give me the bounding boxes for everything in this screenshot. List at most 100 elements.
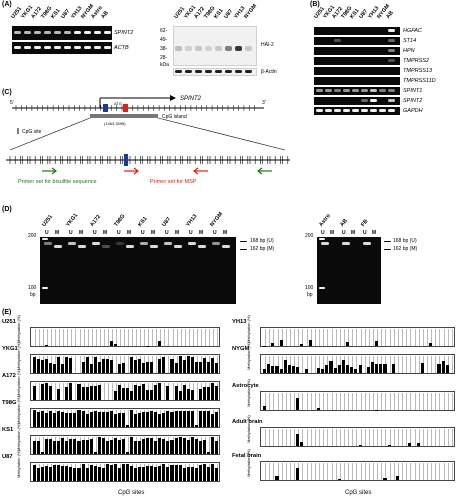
panel-d-u-Astro: U xyxy=(321,230,325,236)
e-grid-line xyxy=(285,463,287,480)
e-grid-line xyxy=(427,429,428,446)
e-title-nygm: NYGM xyxy=(232,346,250,352)
panel-b-gene-SPINT2: SPINT2 xyxy=(403,98,423,104)
panel-d-lane-Astro: Astro xyxy=(318,212,332,228)
panel-b-gene-SPINT1: SPINT1 xyxy=(403,88,423,94)
e-grid-line xyxy=(285,429,287,446)
b-band xyxy=(316,109,323,112)
e-grid-line xyxy=(265,329,266,346)
d-u-band xyxy=(116,242,124,245)
e-grid-line xyxy=(265,463,266,480)
d-u-band xyxy=(44,242,52,245)
b-band xyxy=(388,59,395,62)
e-methylation-bar xyxy=(81,439,85,454)
d-right-u-label: 168 bp (U) xyxy=(393,238,417,244)
e-methylation-bar xyxy=(263,405,267,410)
e-grid-line xyxy=(431,393,432,410)
e-chart-adult-brain xyxy=(260,427,455,447)
e-grid-line xyxy=(348,429,349,446)
e-methylation-bar xyxy=(174,386,178,400)
e-title-U87: U87 xyxy=(2,454,13,460)
panel-b-gel-row-HPN xyxy=(314,47,400,55)
e-methylation-bar xyxy=(383,478,387,480)
e-grid-line xyxy=(277,429,279,446)
msp-reverse-arrow-icon xyxy=(193,167,199,175)
e-methylation-bar xyxy=(162,438,166,454)
e-methylation-bar xyxy=(33,465,37,481)
e-methylation-bar xyxy=(93,452,97,454)
e-title-astrocyte: Astrocyte xyxy=(232,383,259,389)
e-grid-line xyxy=(196,329,198,346)
a-spint2-band xyxy=(24,31,31,34)
e-methylation-bar xyxy=(198,389,202,400)
e-grid-line xyxy=(180,329,182,346)
e-grid-line xyxy=(385,329,386,346)
e-methylation-bar xyxy=(69,438,73,454)
e-grid-line xyxy=(43,437,44,454)
wb-hai2-band xyxy=(205,46,212,51)
e-methylation-bar xyxy=(117,467,121,481)
e-methylation-bar xyxy=(206,467,210,481)
e-methylation-bar xyxy=(142,466,146,481)
e-methylation-bar xyxy=(198,464,202,481)
e-methylation-bar xyxy=(375,340,379,346)
e-grid-line xyxy=(339,429,341,446)
e-methylation-bar xyxy=(45,358,49,373)
transcription-arrow-icon xyxy=(170,95,176,101)
e-grid-line xyxy=(360,463,362,480)
marker-kda: kDa xyxy=(160,62,169,68)
b-band xyxy=(370,89,377,92)
e-methylation-bar xyxy=(158,341,162,346)
marker-38: 38- xyxy=(160,46,168,52)
e-grid-line xyxy=(443,393,445,410)
b-band xyxy=(334,89,341,92)
e-title-fetal-brain: Fetal brain xyxy=(232,453,262,459)
e-grid-line xyxy=(360,329,362,346)
e-grid-line xyxy=(406,463,407,480)
e-grid-line xyxy=(208,437,210,454)
e-grid-line xyxy=(368,429,370,446)
e-grid-line xyxy=(128,410,129,427)
e-methylation-bar xyxy=(93,411,97,427)
e-grid-line xyxy=(348,356,349,373)
e-grid-line xyxy=(418,356,420,373)
e-methylation-bar xyxy=(138,385,142,400)
e-methylation-bar xyxy=(416,442,420,446)
e-methylation-bar xyxy=(49,466,53,481)
e-grid-line xyxy=(107,329,109,346)
e-grid-line xyxy=(294,393,295,410)
e-methylation-bar xyxy=(194,467,198,481)
e-methylation-bar xyxy=(105,464,109,481)
panel-d-m-U251: M xyxy=(55,230,60,236)
e-methylation-bar xyxy=(53,364,57,373)
e-grid-line xyxy=(364,356,366,373)
e-methylation-bar xyxy=(93,465,97,481)
e-grid-line xyxy=(439,329,440,346)
e-grid-line xyxy=(381,329,382,346)
e-methylation-bar xyxy=(101,468,105,481)
e-methylation-bar xyxy=(296,398,300,410)
panel-d-m-A172: M xyxy=(103,230,108,236)
e-methylation-bar xyxy=(194,425,198,427)
b-band xyxy=(334,109,341,112)
e-methylation-bar xyxy=(190,357,194,373)
e-methylation-bar xyxy=(346,364,350,373)
d-arrow-m xyxy=(240,249,247,250)
e-methylation-bar xyxy=(65,441,69,454)
e-methylation-bar xyxy=(267,363,271,373)
cpg-island-label: CpG island xyxy=(162,114,187,120)
e-grid-line xyxy=(107,383,109,400)
panel-d-m-YH13: M xyxy=(199,230,204,236)
e-grid-line xyxy=(212,329,214,346)
e-methylation-bar xyxy=(166,440,170,454)
e-methylation-bar xyxy=(121,439,125,454)
e-grid-line xyxy=(335,329,337,346)
e-grid-line xyxy=(414,463,416,480)
e-grid-line xyxy=(385,429,386,446)
e-grid-line xyxy=(427,356,428,373)
b-band xyxy=(343,89,350,92)
e-methylation-bar xyxy=(61,438,65,454)
a-actb-band xyxy=(14,46,21,49)
d-m-band xyxy=(222,245,230,248)
e-grid-line xyxy=(427,463,428,480)
